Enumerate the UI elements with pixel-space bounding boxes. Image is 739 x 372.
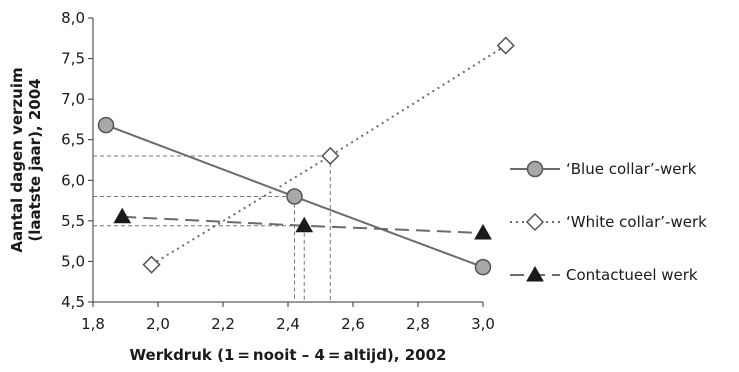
legend-label: ‘Blue collar’-werk (566, 160, 697, 178)
tick-labels: 4,5 5,0 5,5 6,0 6,5 7,0 7,5 8,0 1,8 2,0 2,2 2,4 2,6 2… (61, 9, 495, 333)
x-tick-label: 1,8 (81, 315, 105, 333)
data-point (474, 258, 492, 276)
legend-label: ‘White collar’-werk (566, 213, 707, 231)
y-tick-label: 4,5 (61, 293, 85, 311)
y-tick-label: 5,0 (61, 252, 85, 270)
series-group (97, 36, 515, 276)
data-point (113, 207, 132, 224)
y-tick-label: 7,0 (61, 90, 85, 108)
data-point (295, 216, 314, 233)
x-tick-label: 2,4 (276, 315, 300, 333)
x-tick-label: 2,6 (341, 315, 365, 333)
x-axis-title: Werkdruk (1 = nooit – 4 = altijd), 2002 (130, 346, 447, 364)
y-tick-label: 6,0 (61, 171, 85, 189)
axes (88, 17, 484, 307)
y-axis-title-line1: Aantal dagen verzuim (8, 67, 26, 252)
reference-lines (93, 155, 331, 302)
y-tick-label: 7,5 (61, 50, 85, 68)
x-tick-label: 2,0 (146, 315, 170, 333)
series-diamond (142, 36, 515, 274)
data-point (496, 36, 515, 55)
series-line (122, 215, 484, 235)
data-point (474, 224, 492, 240)
legend-label: Contactueel werk (566, 266, 698, 284)
data-point (321, 146, 340, 166)
series-circle (97, 116, 492, 276)
x-tick-label: 3,0 (471, 315, 495, 333)
series-triangle (113, 207, 492, 240)
y-tick-label: 5,5 (61, 212, 85, 230)
data-point (286, 188, 303, 205)
y-tick-label: 6,5 (61, 131, 85, 149)
y-tick-label: 8,0 (61, 9, 85, 27)
y-axis-title-line2: (laatste jaar), 2004 (26, 78, 44, 241)
x-tick-label: 2,2 (211, 315, 235, 333)
legend: ‘Blue collar’-werk ‘White collar’-werk Con… (510, 160, 707, 284)
data-point (97, 116, 115, 134)
legend-marker (526, 160, 544, 178)
x-tick-label: 2,8 (406, 315, 430, 333)
legend-marker (526, 265, 544, 282)
legend-marker (525, 212, 545, 232)
data-point (142, 255, 161, 274)
